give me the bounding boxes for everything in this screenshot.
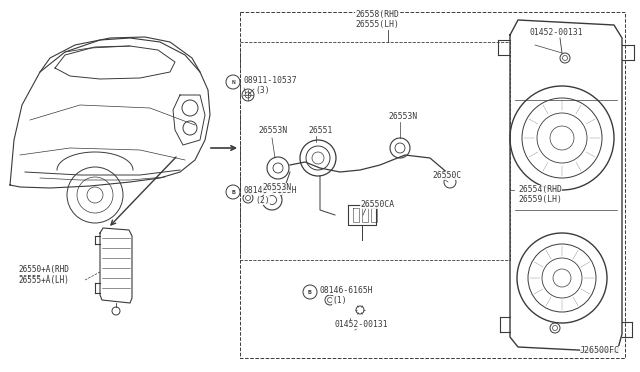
- Text: 26550+A(RHD
26555+A(LH): 26550+A(RHD 26555+A(LH): [18, 265, 69, 285]
- Text: 26550CA: 26550CA: [360, 200, 394, 209]
- Text: 26550C: 26550C: [432, 171, 461, 180]
- Text: 26550+A(RHD: 26550+A(RHD: [18, 265, 69, 274]
- Text: 26554(RHD: 26554(RHD: [518, 185, 562, 194]
- Text: 01452-00131: 01452-00131: [530, 28, 584, 37]
- Text: 01452-00131: 01452-00131: [335, 320, 388, 329]
- Text: 26551: 26551: [308, 126, 332, 135]
- Text: 26553N: 26553N: [258, 126, 287, 135]
- Text: J26500FC: J26500FC: [580, 346, 620, 355]
- Text: 08911-10537: 08911-10537: [243, 76, 296, 85]
- Text: (1): (1): [332, 296, 347, 305]
- Text: 26553N: 26553N: [262, 183, 291, 192]
- Text: 26558(RHD: 26558(RHD: [355, 10, 399, 19]
- Text: (2): (2): [255, 196, 269, 205]
- Text: 08146-6165H: 08146-6165H: [243, 186, 296, 195]
- Text: N: N: [231, 80, 235, 84]
- Text: 26555+A(LH): 26555+A(LH): [18, 276, 69, 285]
- Text: 26553N: 26553N: [388, 112, 417, 121]
- Text: (3): (3): [255, 86, 269, 95]
- Text: B: B: [308, 289, 312, 295]
- Text: 26555(LH): 26555(LH): [355, 20, 399, 29]
- Text: 08146-6165H: 08146-6165H: [320, 286, 374, 295]
- Text: B: B: [231, 189, 235, 195]
- Text: 26559(LH): 26559(LH): [518, 195, 562, 204]
